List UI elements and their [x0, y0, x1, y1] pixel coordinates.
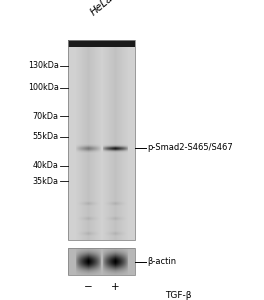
Bar: [68, 248, 135, 275]
Text: 100kDa: 100kDa: [28, 83, 59, 92]
Bar: [68, 40, 135, 47]
Text: 55kDa: 55kDa: [33, 133, 59, 142]
Text: −: −: [84, 282, 92, 292]
Text: 35kDa: 35kDa: [33, 176, 59, 185]
Text: 70kDa: 70kDa: [33, 112, 59, 121]
Text: TGF-β: TGF-β: [165, 292, 191, 300]
Text: +: +: [111, 282, 119, 292]
Text: p-Smad2-S465/S467: p-Smad2-S465/S467: [147, 143, 233, 152]
Text: 130kDa: 130kDa: [28, 61, 59, 70]
Bar: [68, 40, 135, 240]
Text: 40kDa: 40kDa: [33, 161, 59, 170]
Text: β-actin: β-actin: [147, 257, 176, 266]
Text: HeLa: HeLa: [88, 0, 115, 18]
